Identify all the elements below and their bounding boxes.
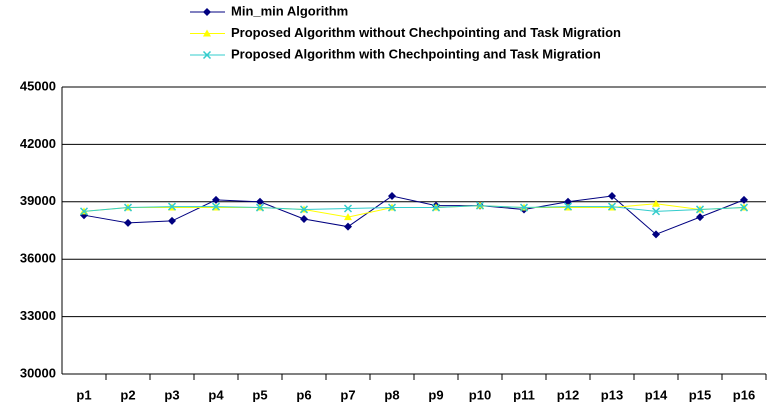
marker — [299, 205, 309, 214]
y-tick-label: 36000 — [20, 251, 56, 266]
x-tick-label: p11 — [513, 387, 535, 402]
x-tick-label: p6 — [296, 387, 311, 402]
x-tick-label: p7 — [340, 387, 355, 402]
legend-label: Proposed Algorithm without Chechpointing… — [231, 25, 621, 40]
marker — [168, 216, 176, 225]
marker — [431, 203, 441, 212]
x-tick-label: p10 — [469, 387, 491, 402]
marker — [652, 230, 660, 239]
x-tick-label: p8 — [384, 387, 399, 402]
marker — [344, 213, 352, 221]
x-tick-label: p12 — [557, 387, 579, 402]
x-tick-label: p1 — [76, 387, 91, 402]
x-tick-label: p5 — [252, 387, 267, 402]
marker — [519, 203, 529, 212]
x-tick-label: p16 — [733, 387, 755, 402]
x-tick-label: p4 — [208, 387, 224, 402]
marker — [651, 207, 661, 216]
marker — [740, 195, 748, 204]
series-line — [83, 195, 745, 235]
marker — [344, 222, 352, 231]
marker — [475, 201, 485, 210]
legend-label: Min_min Algorithm — [231, 3, 348, 18]
marker — [300, 215, 308, 224]
series-line — [83, 205, 745, 212]
marker — [343, 204, 353, 213]
marker — [696, 213, 704, 222]
marker — [212, 195, 220, 204]
y-tick-label: 30000 — [20, 365, 56, 380]
y-tick-label: 45000 — [20, 78, 56, 93]
x-tick-label: p2 — [120, 387, 135, 402]
marker — [652, 199, 660, 207]
x-tick-label: p13 — [601, 387, 623, 402]
y-tick-label: 39000 — [20, 193, 56, 208]
marker — [695, 205, 705, 214]
x-tick-label: p15 — [689, 387, 711, 402]
x-tick-label: p14 — [645, 387, 668, 402]
marker — [255, 203, 265, 212]
marker — [387, 203, 397, 212]
marker — [607, 202, 617, 211]
marker — [256, 197, 264, 206]
marker — [563, 202, 573, 211]
marker — [608, 192, 616, 201]
marker — [203, 29, 211, 37]
marker — [211, 202, 221, 211]
marker — [123, 203, 133, 212]
legend-label: Proposed Algorithm with Chechpointing an… — [231, 46, 601, 61]
marker — [203, 8, 211, 16]
marker — [388, 192, 396, 201]
marker — [167, 202, 177, 211]
marker — [124, 218, 132, 227]
marker — [79, 207, 89, 216]
marker — [739, 203, 749, 212]
x-tick-label: p9 — [428, 387, 443, 402]
marker — [202, 50, 212, 60]
y-tick-label: 42000 — [20, 136, 56, 151]
x-tick-label: p3 — [164, 387, 179, 402]
y-tick-label: 33000 — [20, 308, 56, 323]
